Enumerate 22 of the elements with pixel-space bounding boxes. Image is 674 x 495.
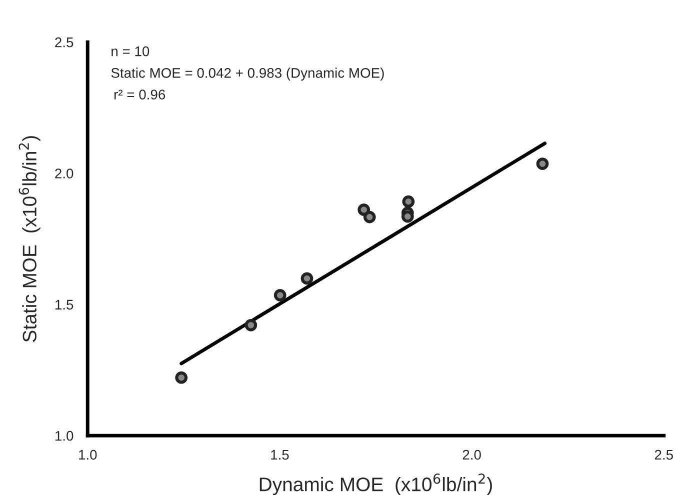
x-tick-label: 2.5: [654, 450, 673, 460]
point: [175, 371, 188, 384]
x-tick-label: 1.0: [79, 450, 97, 460]
point: [244, 318, 258, 332]
point: [274, 289, 286, 302]
y-tick-label: 1.0: [55, 430, 74, 441]
y-axis-title: Static MOE (x10$^{6}$lb/in$^{2}$): [18, 136, 40, 342]
point: [536, 158, 549, 170]
point: [358, 204, 370, 216]
annotation: Static MOE = 0.042 + 0.983 (Dynamic MOE): [111, 68, 384, 81]
annotation: n = 10: [112, 46, 150, 56]
point: [402, 195, 415, 208]
y-tick-label: 2.5: [55, 37, 74, 48]
y-tick-label: 1.5: [55, 300, 74, 310]
annotation: r² = 0.96: [114, 90, 166, 100]
y-tick-label: 2.0: [55, 168, 74, 178]
point: [363, 210, 376, 224]
point: [300, 272, 314, 285]
x-tick-label: 1.5: [271, 450, 289, 460]
point: [401, 210, 414, 223]
x-tick-label: 2.0: [462, 450, 481, 460]
x-axis-title: Dynamic MOE (x10$^{6}$lb/in$^{2}$): [260, 474, 492, 495]
